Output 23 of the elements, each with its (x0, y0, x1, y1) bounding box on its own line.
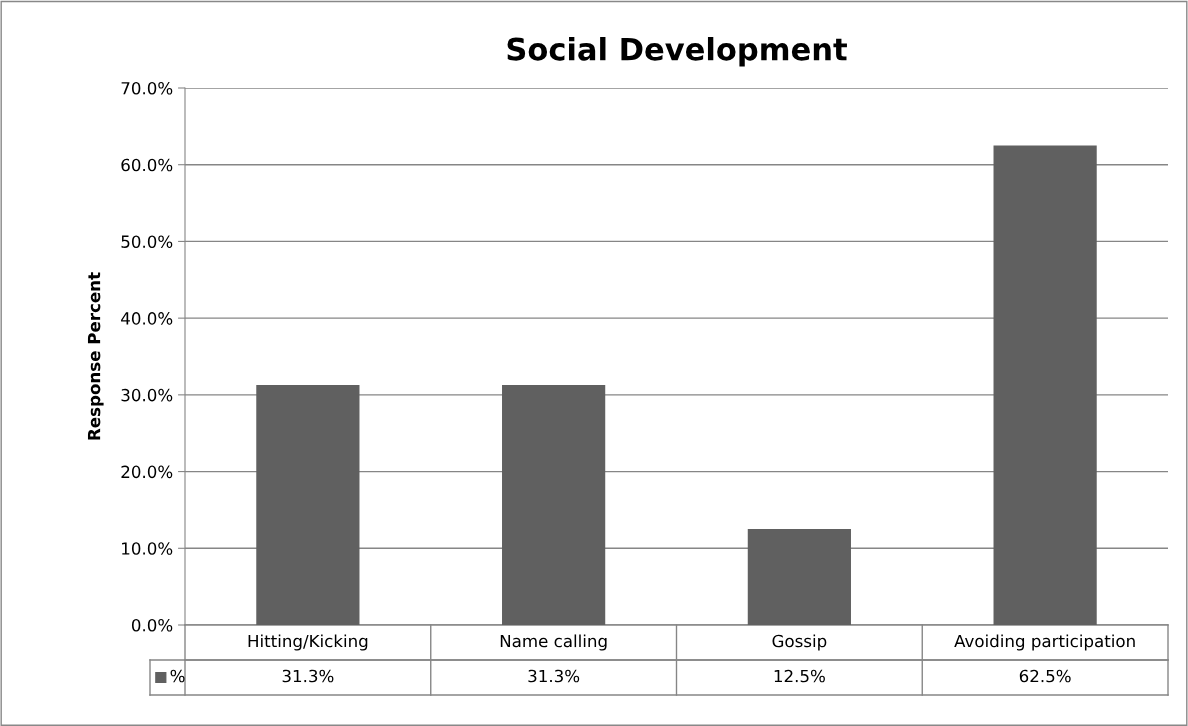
bar (502, 384, 606, 625)
y-tick-label: 60.0% (121, 158, 173, 172)
text: 12.5% (774, 669, 825, 683)
chart-title: Social Development (507, 37, 847, 67)
bar (993, 145, 1097, 625)
x-tick-label: Avoiding participation (954, 634, 1135, 651)
y-tick-label: 20.0% (121, 465, 173, 479)
bar (256, 384, 360, 625)
y-tick-label: 30.0% (121, 388, 173, 402)
y-tick-label: 10.0% (122, 542, 173, 555)
y-tick-label: 50.0% (121, 235, 173, 248)
y-tick-label: 70.0% (121, 81, 173, 95)
y-axis-title: Response Percent (87, 272, 104, 440)
bar (747, 529, 851, 625)
text: 31.3% (282, 669, 334, 683)
x-tick-label: Gossip (772, 634, 827, 651)
x-tick-label: Hitting/Kicking (248, 634, 368, 651)
x-tick-label: Name calling (500, 634, 607, 651)
y-tick-label: 40.0% (121, 312, 173, 325)
text: 31.3% (528, 669, 580, 683)
y-tick-label: 0.0% (131, 618, 173, 632)
legend-label: % (170, 669, 185, 683)
text: 62.5% (1019, 669, 1071, 683)
